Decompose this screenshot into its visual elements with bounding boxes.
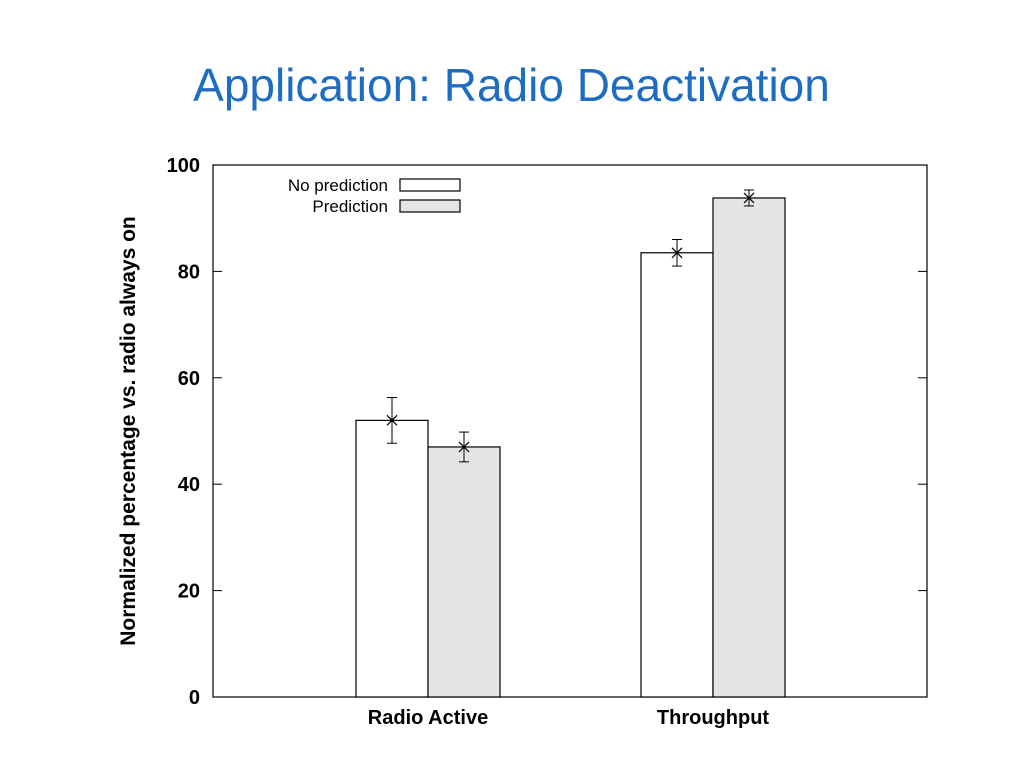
value-marker bbox=[386, 414, 398, 426]
y-tick-label: 20 bbox=[178, 581, 200, 603]
y-tick-label: 0 bbox=[189, 687, 200, 709]
x-category-label: Throughput bbox=[657, 707, 770, 729]
value-marker bbox=[458, 441, 470, 453]
y-axis-ticks: 0 20 40 60 80 100 bbox=[167, 155, 927, 709]
bars bbox=[355, 197, 786, 698]
y-tick-label: 80 bbox=[178, 261, 200, 283]
bar-prediction-1 bbox=[712, 197, 786, 698]
y-axis-title: Normalized percentage vs. radio always o… bbox=[117, 216, 140, 646]
legend-label: No prediction bbox=[288, 176, 388, 195]
error-bars bbox=[386, 189, 755, 463]
value-marker bbox=[743, 192, 755, 204]
bar-prediction-0 bbox=[427, 446, 501, 698]
bar-no-prediction-1 bbox=[640, 252, 714, 698]
bar-no-prediction-0 bbox=[355, 419, 429, 698]
legend-label: Prediction bbox=[312, 197, 388, 216]
legend-swatch bbox=[399, 199, 461, 213]
legend-swatch bbox=[399, 178, 461, 192]
slide-title: Application: Radio Deactivation bbox=[193, 59, 830, 111]
x-axis-categories: Radio Active Throughput bbox=[368, 707, 770, 729]
y-tick-label: 40 bbox=[178, 474, 200, 496]
y-tick-label: 100 bbox=[167, 155, 200, 177]
y-tick-label: 60 bbox=[178, 368, 200, 390]
x-category-label: Radio Active bbox=[368, 707, 488, 729]
value-marker bbox=[671, 247, 683, 259]
legend: No prediction Prediction bbox=[288, 176, 461, 216]
plot-area-frame bbox=[212, 164, 928, 698]
